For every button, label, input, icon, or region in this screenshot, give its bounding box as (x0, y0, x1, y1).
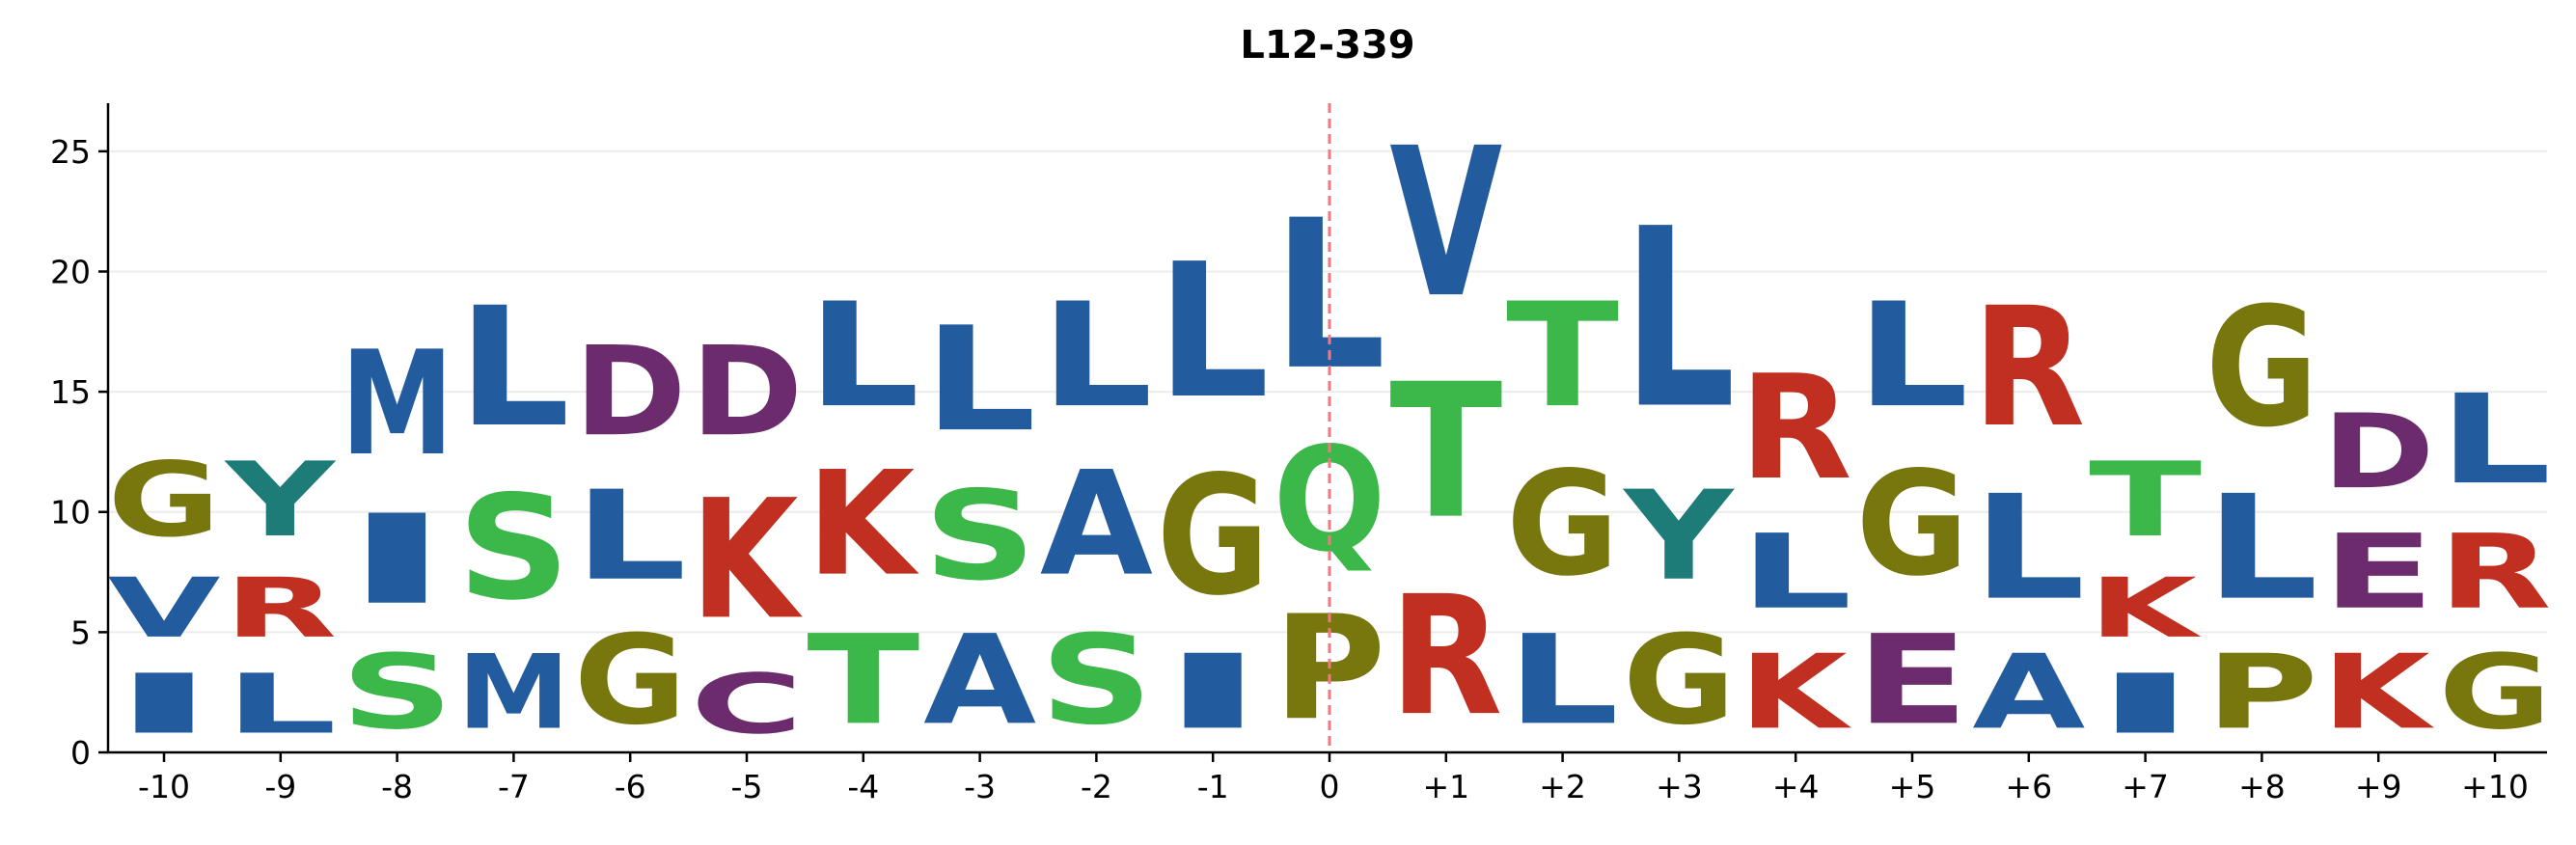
y-tick-label: 20 (50, 253, 91, 290)
x-tick-label: -10 (138, 768, 190, 805)
logo-letter-K: K (2322, 632, 2435, 751)
logo-letter-A: A (1972, 633, 2085, 752)
x-tick-label: -4 (847, 768, 879, 805)
logo-letter-Y: Y (224, 440, 338, 559)
logo-letter-L: L (574, 465, 687, 609)
x-tick-label: -3 (964, 768, 996, 805)
logo-letter-Y: Y (1622, 464, 1735, 608)
logo-letter-T: T (1389, 343, 1502, 559)
logo-letter-L: L (807, 273, 919, 440)
logo-letter-G: G (1157, 441, 1270, 633)
logo-letter-L: L (1506, 609, 1619, 752)
x-tick-label: +9 (2355, 768, 2402, 805)
logo-letter-V: V (1389, 104, 1502, 343)
gridlines (108, 150, 2547, 634)
logo-letter-C: C (690, 657, 803, 752)
logo-letter-R: R (1740, 344, 1852, 511)
x-tick-label: -5 (731, 768, 763, 805)
logo-letter-G: G (1623, 608, 1736, 751)
x-tick-label: +2 (1539, 768, 1586, 805)
x-tick-label: +10 (2461, 768, 2529, 805)
logo-letter-A: A (1040, 442, 1153, 609)
x-tick-label: -2 (1081, 768, 1112, 805)
logo-letter-M: M (457, 634, 570, 752)
logo-letter-L: L (2439, 368, 2552, 512)
logo-letter-I: I (2089, 657, 2202, 752)
logo-letter-T: T (807, 609, 919, 752)
logo-letter-S: S (923, 465, 1036, 609)
logo-letter-L: L (2206, 465, 2318, 632)
x-tick-label: -8 (381, 768, 413, 805)
y-tick-label: 0 (70, 734, 91, 772)
logo-letter-S: S (457, 464, 570, 632)
x-tick-label: +6 (2005, 768, 2052, 805)
logo-letter-V: V (108, 560, 221, 656)
logo-letter-R: R (2439, 512, 2552, 632)
x-ticks: -10 -9 -8 -7 -6 -5 -4 -3 -2 -1 0 +1 +2 +3 +4 +5 +6 +7 +8 +9… (138, 752, 2529, 805)
logo-letter-K: K (807, 441, 919, 609)
x-tick-label: +8 (2238, 768, 2286, 805)
y-tick-label: 25 (50, 133, 91, 171)
x-tick-label: 0 (1320, 768, 1340, 805)
logo-letter-M: M (341, 319, 453, 487)
logo-letter-L: L (1972, 465, 2085, 632)
y-tick-label: 15 (50, 373, 91, 411)
x-tick-label: -9 (264, 768, 296, 805)
logo-letter-G: G (1506, 442, 1619, 609)
logo-letter-G: G (108, 440, 221, 559)
y-ticks: 0 5 10 15 20 25 (50, 133, 108, 772)
logo-letter-L: L (457, 272, 570, 463)
x-tick-label: +7 (2122, 768, 2169, 805)
logo-letter-S: S (341, 634, 453, 752)
logo-letter-K: K (2089, 560, 2202, 656)
logo-letter-E: E (2322, 512, 2435, 632)
logo-letter-A: A (923, 610, 1036, 753)
logo-letter-G: G (574, 608, 687, 751)
x-tick-label: +3 (1656, 768, 1703, 805)
logo-letter-K: K (691, 465, 804, 657)
x-tick-label: -6 (615, 768, 646, 805)
logo-letter-L: L (1856, 273, 1969, 440)
logo-letter-D: D (2322, 393, 2435, 512)
logo-letter-T: T (1506, 272, 1619, 440)
y-tick-label: 5 (70, 613, 91, 651)
logo-letter-L: L (1157, 225, 1270, 440)
x-tick-label: +5 (1889, 768, 1936, 805)
logo-stacks: IVGLRYSIMMSLGLDCKDTKLASLSALIGLPQLRTVLGTG… (108, 104, 2552, 752)
x-tick-label: +4 (1772, 768, 1820, 805)
logo-letter-L: L (1740, 513, 1852, 633)
logo-letter-R: R (1972, 273, 2085, 464)
logo-letter-D: D (691, 319, 804, 463)
logo-letter-L: L (923, 297, 1036, 464)
logo-letter-R: R (224, 561, 337, 657)
x-tick-label: -1 (1197, 768, 1229, 805)
logo-letter-L: L (1623, 177, 1736, 464)
logo-letter-L: L (224, 656, 337, 751)
logo-letter-L: L (1040, 273, 1153, 440)
chart-title: L12-339 (1240, 23, 1414, 68)
logo-letter-G: G (1856, 442, 1969, 609)
logo-letter-I: I (1157, 633, 1270, 752)
logo-letter-E: E (1855, 609, 1968, 752)
x-tick-label: -7 (498, 768, 530, 805)
logo-letter-I: I (341, 488, 453, 632)
logo-letter-S: S (1040, 609, 1153, 752)
logo-letter-T: T (2089, 440, 2202, 560)
logo-letter-G: G (2439, 632, 2552, 751)
logo-letter-I: I (108, 657, 221, 752)
logo-letter-K: K (1740, 632, 1852, 751)
y-tick-label: 10 (50, 494, 91, 532)
logo-letter-P: P (2206, 633, 2318, 752)
logo-letter-G: G (2206, 273, 2318, 465)
x-tick-label: +1 (1422, 768, 1469, 805)
logo-letter-D: D (574, 319, 687, 463)
logo-letter-R: R (1389, 561, 1502, 752)
